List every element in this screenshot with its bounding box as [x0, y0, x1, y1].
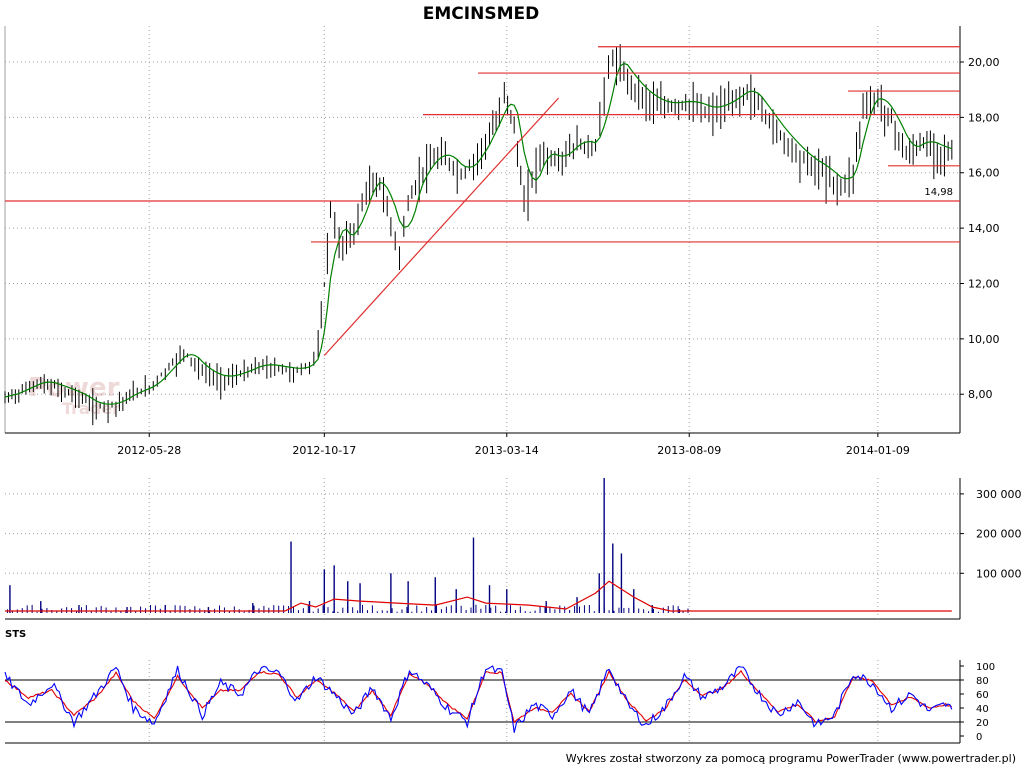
sts-ytick-label: 0	[976, 732, 982, 743]
volume-moving-average	[5, 580, 952, 612]
price-level-label: 14,98	[924, 187, 953, 198]
price-moving-average	[4, 62, 952, 405]
price-ytick-label: 14,00	[968, 222, 1000, 235]
volume-ytick-label: 300 000	[976, 488, 1022, 501]
sts-ytick-label: 40	[976, 704, 989, 715]
sts-panel: STS 0 20 40 60 80 100	[4, 629, 995, 744]
price-xtick-label: 2014-01-09	[846, 444, 910, 457]
volume-ytick-label: 100 000	[976, 567, 1022, 580]
price-ytick-label: 8,00	[968, 388, 993, 401]
price-panel: 8,00 10,00 12,00 14,00 16,00 18,00 20,00 2012-…	[4, 26, 1000, 457]
price-xtick-label: 2013-03-14	[475, 444, 539, 457]
price-xtick-label: 2012-10-17	[292, 444, 356, 457]
price-ytick-label: 16,00	[968, 167, 1000, 180]
volume-panel: 100 000 200 000 300 000	[5, 478, 1022, 620]
price-trendline	[323, 97, 559, 356]
watermark-power: Power	[28, 373, 120, 403]
sts-ytick-label: 60	[976, 690, 989, 701]
footer-credit: Wykres został stworzony za pomocą progra…	[566, 752, 1016, 765]
sts-ytick-label: 100	[976, 662, 995, 673]
price-ytick-label: 18,00	[968, 111, 1000, 124]
price-xtick-label: 2012-05-28	[117, 444, 181, 457]
price-ytick-label: 10,00	[968, 333, 1000, 346]
price-xtick-label: 2013-08-09	[657, 444, 721, 457]
volume-ytick-label: 200 000	[976, 528, 1022, 541]
sts-ytick-label: 80	[976, 676, 989, 687]
watermark-trader: Trader	[62, 399, 120, 418]
sts-ytick-label: 20	[976, 718, 989, 729]
chart-title: EMCINSMED	[423, 4, 539, 24]
price-ytick-label: 12,00	[968, 277, 1000, 290]
sts-label: STS	[5, 629, 26, 640]
sts-k-line	[4, 665, 953, 733]
price-ytick-label: 20,00	[968, 56, 1000, 69]
